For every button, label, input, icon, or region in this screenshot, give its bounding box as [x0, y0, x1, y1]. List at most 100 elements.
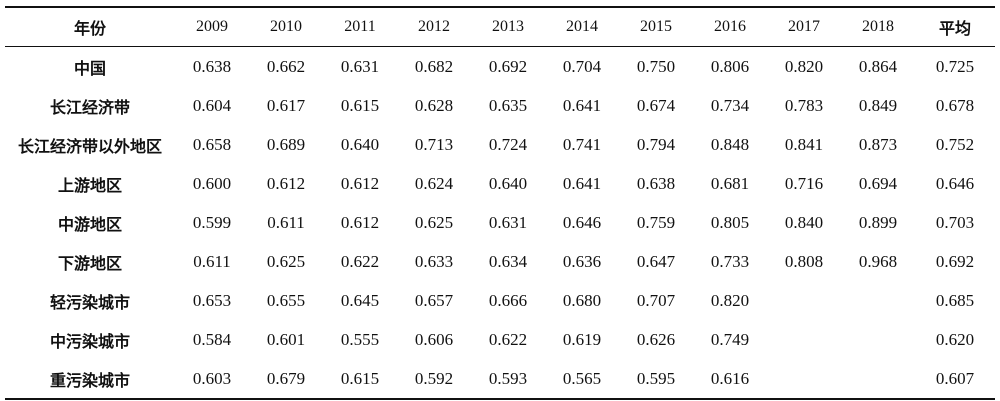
value-cell: 0.626	[636, 329, 676, 349]
value-cell: 0.638	[636, 173, 676, 193]
value-cell: 0.682	[414, 56, 454, 76]
value-cell: 0.674	[636, 95, 676, 115]
header-year: 2010	[270, 18, 302, 35]
value-cell: 0.848	[710, 134, 750, 154]
value-cell: 0.599	[192, 212, 232, 232]
table-row: 长江经济带以外地区 0.658 0.689 0.640 0.713 0.724 0.741 0…	[5, 125, 995, 164]
value-cell: 0.634	[488, 251, 528, 271]
header-year: 2014	[566, 18, 598, 35]
table-row: 长江经济带 0.604 0.617 0.615 0.628 0.635 0.641 0.674…	[5, 86, 995, 125]
region-name-cell: 长江经济带以外地区	[17, 136, 162, 156]
value-cell: 0.615	[340, 95, 380, 115]
table-row: 轻污染城市 0.653 0.655 0.645 0.657 0.666 0.680 0.707…	[5, 281, 995, 320]
value-cell: 0.646	[562, 212, 602, 232]
value-cell: 0.689	[266, 134, 306, 154]
value-cell: 0.658	[192, 134, 232, 154]
value-cell: 0.750	[636, 56, 676, 76]
table-row: 重污染城市 0.603 0.679 0.615 0.592 0.593 0.565 0.595…	[5, 359, 995, 399]
value-cell: 0.592	[414, 368, 454, 388]
average-cell: 0.725	[935, 56, 975, 76]
value-cell: 0.636	[562, 251, 602, 271]
header-year: 2017	[788, 18, 820, 35]
value-cell: 0.704	[562, 56, 602, 76]
value-cell: 0.595	[636, 368, 676, 388]
value-cell: 0.653	[192, 290, 232, 310]
average-cell: 0.646	[935, 173, 975, 193]
value-cell	[767, 320, 841, 359]
value-cell: 0.615	[340, 368, 380, 388]
value-cell: 0.631	[340, 56, 380, 76]
value-cell: 0.640	[488, 173, 528, 193]
value-cell: 0.692	[488, 56, 528, 76]
value-cell: 0.600	[192, 173, 232, 193]
value-cell: 0.805	[710, 212, 750, 232]
value-cell: 0.734	[710, 95, 750, 115]
region-name-cell: 中游地区	[57, 214, 122, 234]
header-year: 2016	[714, 18, 746, 35]
value-cell: 0.783	[784, 95, 824, 115]
header-year: 2012	[418, 18, 450, 35]
value-cell: 0.716	[784, 173, 824, 193]
efficiency-table: 年份 2009 2010 2011 2012 2013 2014 2015 20…	[5, 6, 995, 400]
value-cell: 0.555	[340, 329, 380, 349]
value-cell: 0.628	[414, 95, 454, 115]
value-cell: 0.611	[193, 251, 231, 271]
value-cell	[767, 281, 841, 320]
value-cell: 0.604	[192, 95, 232, 115]
value-cell	[841, 281, 915, 320]
value-cell: 0.633	[414, 251, 454, 271]
value-cell: 0.681	[710, 173, 750, 193]
value-cell: 0.622	[340, 251, 380, 271]
table-row: 上游地区 0.600 0.612 0.612 0.624 0.640 0.641 0.638 0…	[5, 164, 995, 203]
value-cell: 0.584	[192, 329, 232, 349]
table-body: 中国 0.638 0.662 0.631 0.682 0.692 0.704 0.750 0.8…	[5, 47, 995, 399]
average-cell: 0.620	[935, 329, 975, 349]
value-cell: 0.741	[562, 134, 602, 154]
table-row: 下游地区 0.611 0.625 0.622 0.633 0.634 0.636 0.647 0…	[5, 242, 995, 281]
value-cell: 0.638	[192, 56, 232, 76]
value-cell: 0.640	[340, 134, 380, 154]
value-cell: 0.606	[414, 329, 454, 349]
value-cell: 0.593	[488, 368, 528, 388]
value-cell	[767, 359, 841, 399]
average-cell: 0.692	[935, 251, 975, 271]
average-cell: 0.703	[935, 212, 975, 232]
region-name-cell: 中污染城市	[49, 331, 130, 351]
value-cell: 0.733	[710, 251, 750, 271]
average-cell: 0.752	[935, 134, 975, 154]
region-name-cell: 重污染城市	[49, 370, 130, 390]
table-row: 中国 0.638 0.662 0.631 0.682 0.692 0.704 0.750 0.8…	[5, 47, 995, 87]
value-cell: 0.820	[710, 290, 750, 310]
value-cell: 0.617	[266, 95, 306, 115]
value-cell	[841, 359, 915, 399]
average-cell: 0.685	[935, 290, 975, 310]
value-cell: 0.666	[488, 290, 528, 310]
value-cell: 0.724	[488, 134, 528, 154]
value-cell: 0.624	[414, 173, 454, 193]
value-cell: 0.631	[488, 212, 528, 232]
header-year: 2009	[196, 18, 228, 35]
value-cell: 0.841	[784, 134, 824, 154]
value-cell: 0.612	[340, 173, 380, 193]
value-cell: 0.625	[266, 251, 306, 271]
value-cell	[841, 320, 915, 359]
value-cell: 0.612	[266, 173, 306, 193]
header-year: 2018	[862, 18, 894, 35]
region-name-cell: 下游地区	[57, 253, 122, 273]
header-region-label: 年份	[73, 19, 106, 38]
value-cell: 0.565	[562, 368, 602, 388]
value-cell: 0.794	[636, 134, 676, 154]
value-cell: 0.645	[340, 290, 380, 310]
value-cell: 0.680	[562, 290, 602, 310]
value-cell: 0.899	[858, 212, 898, 232]
region-name-cell: 长江经济带	[49, 97, 130, 117]
value-cell: 0.625	[414, 212, 454, 232]
table-row: 中污染城市 0.584 0.601 0.555 0.606 0.622 0.619 0.626…	[5, 320, 995, 359]
header-year: 2011	[344, 18, 376, 35]
header-year: 2015	[640, 18, 672, 35]
region-name-cell: 上游地区	[57, 175, 122, 195]
average-cell: 0.607	[935, 368, 975, 388]
value-cell: 0.749	[710, 329, 750, 349]
value-cell: 0.864	[858, 56, 898, 76]
